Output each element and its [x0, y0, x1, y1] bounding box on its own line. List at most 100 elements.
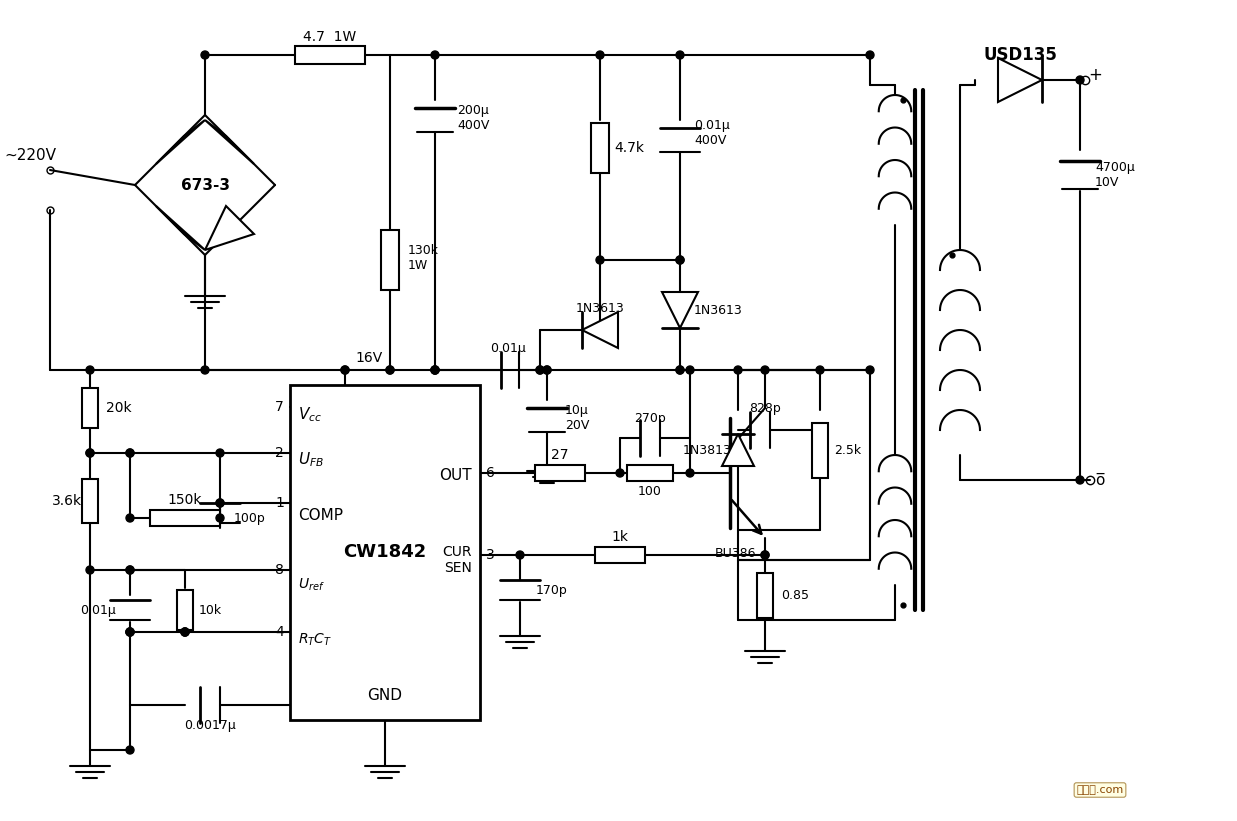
- Circle shape: [687, 469, 694, 477]
- Circle shape: [543, 366, 550, 374]
- Circle shape: [734, 366, 742, 374]
- Circle shape: [126, 449, 134, 457]
- Circle shape: [126, 628, 134, 636]
- Bar: [757, 572, 773, 617]
- Text: 2.5k: 2.5k: [834, 443, 861, 456]
- Text: $V_{cc}$: $V_{cc}$: [298, 406, 322, 424]
- Text: COMP: COMP: [298, 507, 343, 522]
- Circle shape: [675, 51, 684, 59]
- Text: 100: 100: [638, 484, 662, 498]
- Circle shape: [181, 628, 189, 636]
- Circle shape: [126, 449, 134, 457]
- Circle shape: [816, 366, 824, 374]
- Circle shape: [1076, 76, 1084, 84]
- Text: 27: 27: [552, 448, 569, 462]
- Text: 673-3: 673-3: [181, 177, 230, 192]
- Text: 170p: 170p: [536, 584, 568, 597]
- Bar: [177, 590, 193, 630]
- Text: 1N3613: 1N3613: [694, 304, 742, 317]
- Text: CUR
SEN: CUR SEN: [443, 545, 473, 575]
- Text: 1: 1: [275, 496, 285, 510]
- Circle shape: [341, 366, 349, 374]
- Text: BU386: BU386: [714, 547, 756, 559]
- Circle shape: [430, 366, 439, 374]
- Circle shape: [126, 628, 134, 636]
- Text: ~220V: ~220V: [4, 148, 56, 163]
- Circle shape: [516, 551, 524, 559]
- Bar: [381, 230, 400, 290]
- Circle shape: [536, 366, 544, 374]
- Text: 3: 3: [486, 548, 495, 562]
- Circle shape: [675, 366, 684, 374]
- Circle shape: [126, 746, 134, 754]
- Polygon shape: [205, 206, 254, 250]
- Text: 0.85: 0.85: [781, 589, 809, 602]
- Circle shape: [866, 51, 875, 59]
- Circle shape: [761, 551, 769, 559]
- Text: OUT: OUT: [439, 467, 473, 483]
- Text: 200μ
400V: 200μ 400V: [456, 104, 490, 132]
- Circle shape: [596, 51, 604, 59]
- Polygon shape: [998, 58, 1042, 102]
- Polygon shape: [581, 312, 618, 348]
- Text: 8: 8: [275, 563, 285, 577]
- Circle shape: [216, 499, 224, 507]
- Circle shape: [216, 514, 224, 522]
- Circle shape: [126, 566, 134, 574]
- Bar: [289, 385, 480, 720]
- Circle shape: [596, 256, 604, 264]
- Text: 828p: 828p: [750, 401, 781, 415]
- Text: 6: 6: [486, 466, 495, 480]
- Text: 0.0017μ: 0.0017μ: [184, 718, 236, 732]
- Circle shape: [87, 449, 94, 457]
- Text: 4: 4: [276, 625, 285, 639]
- Circle shape: [87, 366, 94, 374]
- Circle shape: [536, 366, 544, 374]
- Text: $U_{FB}$: $U_{FB}$: [298, 451, 324, 470]
- Text: 4700μ
10V: 4700μ 10V: [1095, 161, 1134, 189]
- Text: 3.6k: 3.6k: [52, 494, 82, 508]
- Text: 0.01μ
400V: 0.01μ 400V: [694, 119, 730, 147]
- Circle shape: [687, 366, 694, 374]
- Bar: [150, 510, 220, 526]
- Circle shape: [216, 499, 224, 507]
- Circle shape: [866, 366, 875, 374]
- Text: 4.7k: 4.7k: [614, 141, 644, 155]
- Text: 0.01μ: 0.01μ: [490, 342, 526, 355]
- Circle shape: [761, 551, 769, 559]
- Text: +: +: [1089, 66, 1102, 84]
- Bar: [811, 423, 828, 478]
- Bar: [534, 465, 585, 481]
- Circle shape: [87, 449, 94, 457]
- Circle shape: [181, 628, 189, 636]
- Text: 2: 2: [276, 446, 285, 460]
- Bar: [82, 388, 98, 428]
- Circle shape: [126, 628, 134, 636]
- Circle shape: [761, 366, 769, 374]
- Polygon shape: [156, 206, 205, 250]
- Bar: [595, 547, 644, 563]
- Text: 4.7  1W: 4.7 1W: [303, 30, 356, 44]
- Text: 10k: 10k: [199, 603, 223, 617]
- Text: 270p: 270p: [635, 411, 666, 424]
- Text: 0.01μ: 0.01μ: [80, 603, 116, 617]
- Polygon shape: [156, 120, 205, 164]
- Bar: [294, 46, 365, 64]
- Circle shape: [616, 469, 623, 477]
- Bar: [82, 479, 98, 523]
- Circle shape: [430, 366, 439, 374]
- Circle shape: [675, 256, 684, 264]
- Text: $R_T C_T$: $R_T C_T$: [298, 632, 333, 649]
- Text: 150k: 150k: [168, 493, 203, 507]
- Circle shape: [87, 566, 94, 574]
- Text: 1N3613: 1N3613: [575, 301, 625, 314]
- Text: 100p: 100p: [234, 511, 266, 525]
- Circle shape: [386, 366, 395, 374]
- Text: 1k: 1k: [611, 530, 628, 544]
- Text: 130k
1W: 130k 1W: [408, 244, 439, 272]
- Circle shape: [216, 449, 224, 457]
- Circle shape: [126, 566, 134, 574]
- Polygon shape: [205, 120, 254, 164]
- Text: GND: GND: [367, 687, 402, 703]
- Circle shape: [341, 366, 349, 374]
